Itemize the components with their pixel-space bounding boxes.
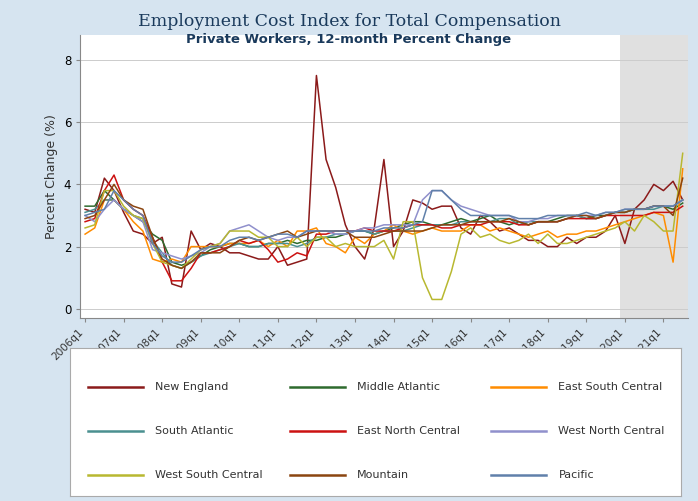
- Text: East North Central: East North Central: [357, 426, 460, 436]
- Y-axis label: Percent Change (%): Percent Change (%): [45, 114, 58, 239]
- Text: Pacific: Pacific: [558, 470, 594, 480]
- Text: South Atlantic: South Atlantic: [155, 426, 234, 436]
- Text: East South Central: East South Central: [558, 382, 662, 392]
- Bar: [620, 35, 688, 318]
- Text: West North Central: West North Central: [558, 426, 664, 436]
- Text: New England: New England: [155, 382, 229, 392]
- Text: Employment Cost Index for Total Compensation: Employment Cost Index for Total Compensa…: [138, 13, 560, 30]
- Text: Private Workers, 12-month Percent Change: Private Workers, 12-month Percent Change: [186, 33, 512, 46]
- Text: West South Central: West South Central: [155, 470, 263, 480]
- Text: Middle Atlantic: Middle Atlantic: [357, 382, 440, 392]
- Text: Mountain: Mountain: [357, 470, 409, 480]
